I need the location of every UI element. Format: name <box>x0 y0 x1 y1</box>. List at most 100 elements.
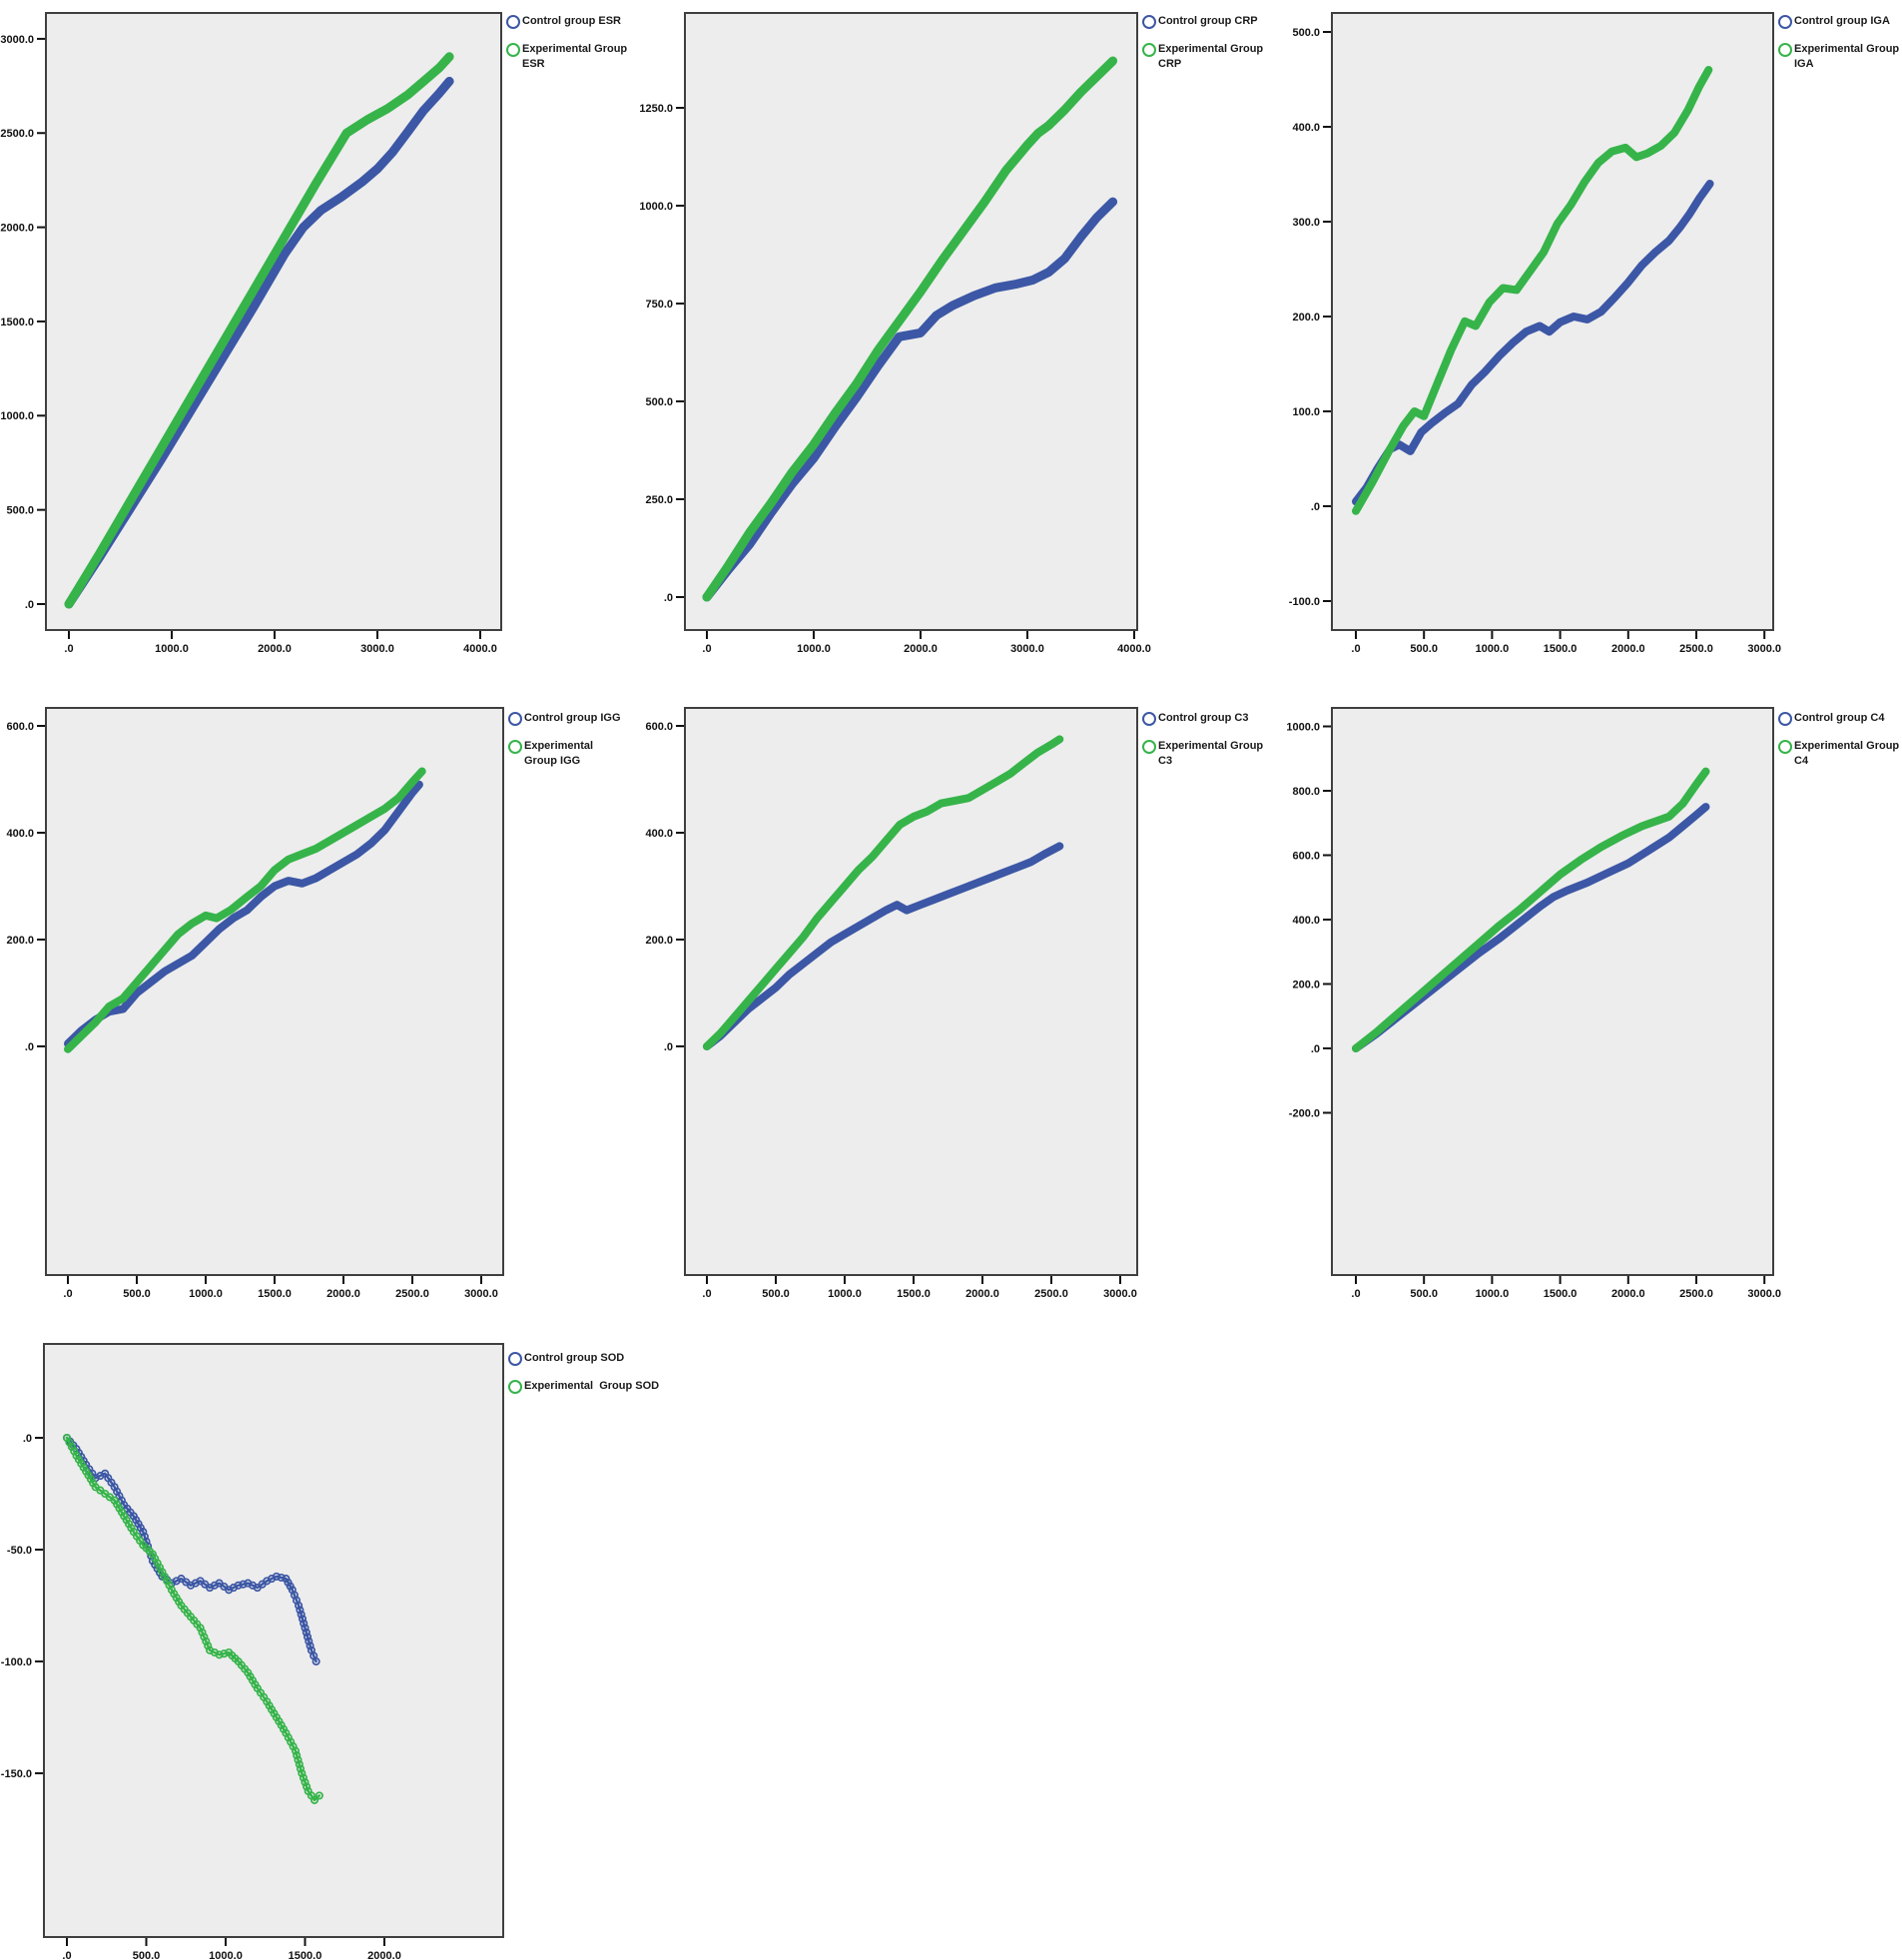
y-axis-tick-label: .0 <box>25 1041 34 1053</box>
data-point-marker-icon <box>306 1641 315 1650</box>
c4-legend-entry-control: Control group C4 <box>1778 711 1899 726</box>
data-point-marker-icon <box>277 1573 286 1583</box>
data-point-marker-icon <box>215 1650 224 1659</box>
y-axis-tick-label: 500.0 <box>6 505 34 517</box>
y-axis-tick-label: 750.0 <box>645 299 673 311</box>
legend-label: Experimental Group IGG <box>524 740 594 767</box>
data-point-marker-icon <box>202 1636 211 1645</box>
x-axis-tick-label: 2000.0 <box>1611 1288 1645 1300</box>
x-axis-tick-label: 2500.0 <box>1034 1288 1068 1300</box>
c3-experimental-line <box>703 735 1064 1050</box>
x-axis-tick-label: 500.0 <box>133 1950 161 1960</box>
legend-label: Experimental Group IGA <box>1794 43 1900 70</box>
y-axis-tick-label: .0 <box>664 592 673 604</box>
legend-control-marker-icon <box>1142 712 1156 726</box>
x-axis-tick-label: .0 <box>64 643 73 655</box>
x-axis-tick-label: 3000.0 <box>1010 643 1044 655</box>
esr-chart: .0 500.0 1000.0 1500.0 2000.0 2500.0 3000.0 .0 1… <box>0 34 496 655</box>
y-axis-tick-label: .0 <box>1311 1043 1320 1055</box>
sod-control-line <box>65 1436 317 1663</box>
data-point-marker-icon <box>239 1580 248 1589</box>
x-axis-tick-label: 2000.0 <box>1611 643 1645 655</box>
x-axis-tick-label: 4000.0 <box>463 643 497 655</box>
y-axis-tick-label: 100.0 <box>1292 406 1320 418</box>
data-point-marker-icon <box>200 1633 209 1641</box>
crp-legend-entry-control: Control group CRP <box>1142 14 1263 29</box>
y-axis-tick-label: 2000.0 <box>0 222 34 234</box>
data-point-marker-icon <box>305 1636 314 1645</box>
crp-legend: Control group CRP Experimental Group CRP <box>1142 14 1263 85</box>
x-axis-tick-label: 3000.0 <box>360 643 394 655</box>
x-axis-tick-label: 1000.0 <box>155 643 189 655</box>
y-axis-tick-label: 1500.0 <box>0 317 34 328</box>
c4-legend-entry-experimental: Experimental Group C4 <box>1778 739 1899 769</box>
c4-plot-area <box>1331 707 1774 1276</box>
iga-control-line <box>1352 180 1714 506</box>
y-axis-tick-label: 1000.0 <box>1286 721 1320 733</box>
legend-label: Experimental Group SOD <box>524 1380 660 1392</box>
y-axis-tick-label: 400.0 <box>1292 915 1320 927</box>
x-axis-tick-label: 1500.0 <box>1544 643 1578 655</box>
legend-label: Experimental Group C4 <box>1794 740 1900 767</box>
y-axis-tick-label: 600.0 <box>645 721 673 733</box>
y-axis-tick-label: -150.0 <box>1 1768 32 1780</box>
x-axis-tick-label: 1000.0 <box>209 1950 243 1960</box>
legend-label: Control group CRP <box>1158 15 1258 27</box>
c4-experimental-line <box>1352 767 1710 1052</box>
x-axis-tick-label: 2000.0 <box>904 643 938 655</box>
iga-legend: Control group IGA Experimental Group IGA <box>1778 14 1899 85</box>
x-axis-tick-label: .0 <box>702 643 711 655</box>
data-point-marker-icon <box>298 1768 307 1778</box>
data-point-marker-icon <box>204 1641 213 1650</box>
x-axis-tick-label: 1000.0 <box>1476 643 1510 655</box>
y-axis-tick-label: -50.0 <box>7 1545 32 1557</box>
y-axis-tick-label: 1000.0 <box>639 201 673 213</box>
x-axis-tick-label: 1500.0 <box>258 1288 292 1300</box>
c4-legend: Control group C4 Experimental Group C4 <box>1778 711 1899 782</box>
y-axis-tick-label: 400.0 <box>645 828 673 840</box>
legend-control-marker-icon <box>506 15 520 29</box>
data-point-marker-icon <box>139 1528 148 1537</box>
data-point-marker-icon <box>234 1581 243 1590</box>
legend-label: Experimental Group C3 <box>1158 740 1264 767</box>
legend-label: Control group ESR <box>522 15 621 27</box>
sod-control-markers <box>62 1433 320 1666</box>
igg-chart: .0 200.0 400.0 600.0 .0 500.0 1000.0 1500.0 2000… <box>6 721 497 1300</box>
legend-control-marker-icon <box>1778 15 1792 29</box>
x-axis-tick-label: .0 <box>1351 643 1360 655</box>
data-point-marker-icon <box>310 1795 319 1804</box>
c4-chart: -200.0 .0 200.0 400.0 600.0 800.0 1000.0 .0 500.… <box>1286 721 1781 1300</box>
y-axis-tick-label: .0 <box>23 1433 32 1445</box>
c3-control-line <box>703 842 1064 1050</box>
sod-legend-entry-experimental: Experimental Group SOD <box>508 1379 659 1394</box>
y-axis-tick-label: 1000.0 <box>0 410 34 422</box>
y-axis-tick-label: 2500.0 <box>0 128 34 140</box>
x-axis-tick-label: 500.0 <box>123 1288 151 1300</box>
crp-legend-entry-experimental: Experimental Group CRP <box>1142 42 1263 72</box>
sod-experimental-markers <box>62 1433 323 1804</box>
legend-experimental-marker-icon <box>1142 43 1156 57</box>
igg-plot-area <box>45 707 504 1276</box>
y-axis-tick-label: .0 <box>1311 501 1320 513</box>
data-point-marker-icon <box>300 1619 309 1628</box>
c3-legend: Control group C3 Experimental Group C3 <box>1142 711 1263 782</box>
legend-experimental-marker-icon <box>1142 740 1156 754</box>
y-axis-tick-label: 600.0 <box>1292 850 1320 862</box>
legend-label: Control group C3 <box>1158 712 1249 724</box>
x-axis-tick-label: 4000.0 <box>1117 643 1151 655</box>
data-point-marker-icon <box>301 1624 310 1633</box>
data-point-marker-icon <box>312 1656 320 1666</box>
x-axis-tick-label: 1000.0 <box>189 1288 223 1300</box>
iga-chart: -100.0 .0 100.0 200.0 300.0 400.0 500.0 .0 500.0… <box>1289 27 1781 655</box>
y-axis-tick-label: 1250.0 <box>639 103 673 115</box>
x-axis-tick-label: 2500.0 <box>1679 643 1713 655</box>
x-axis-tick-label: 2000.0 <box>258 643 292 655</box>
iga-plot-area <box>1331 12 1774 631</box>
legend-experimental-marker-icon <box>1778 740 1792 754</box>
x-axis-tick-label: .0 <box>1351 1288 1360 1300</box>
crp-control-line <box>702 197 1118 602</box>
y-axis-tick-label: 400.0 <box>6 828 34 840</box>
y-axis-tick-label: .0 <box>664 1041 673 1053</box>
y-axis-tick-label: 250.0 <box>645 494 673 506</box>
